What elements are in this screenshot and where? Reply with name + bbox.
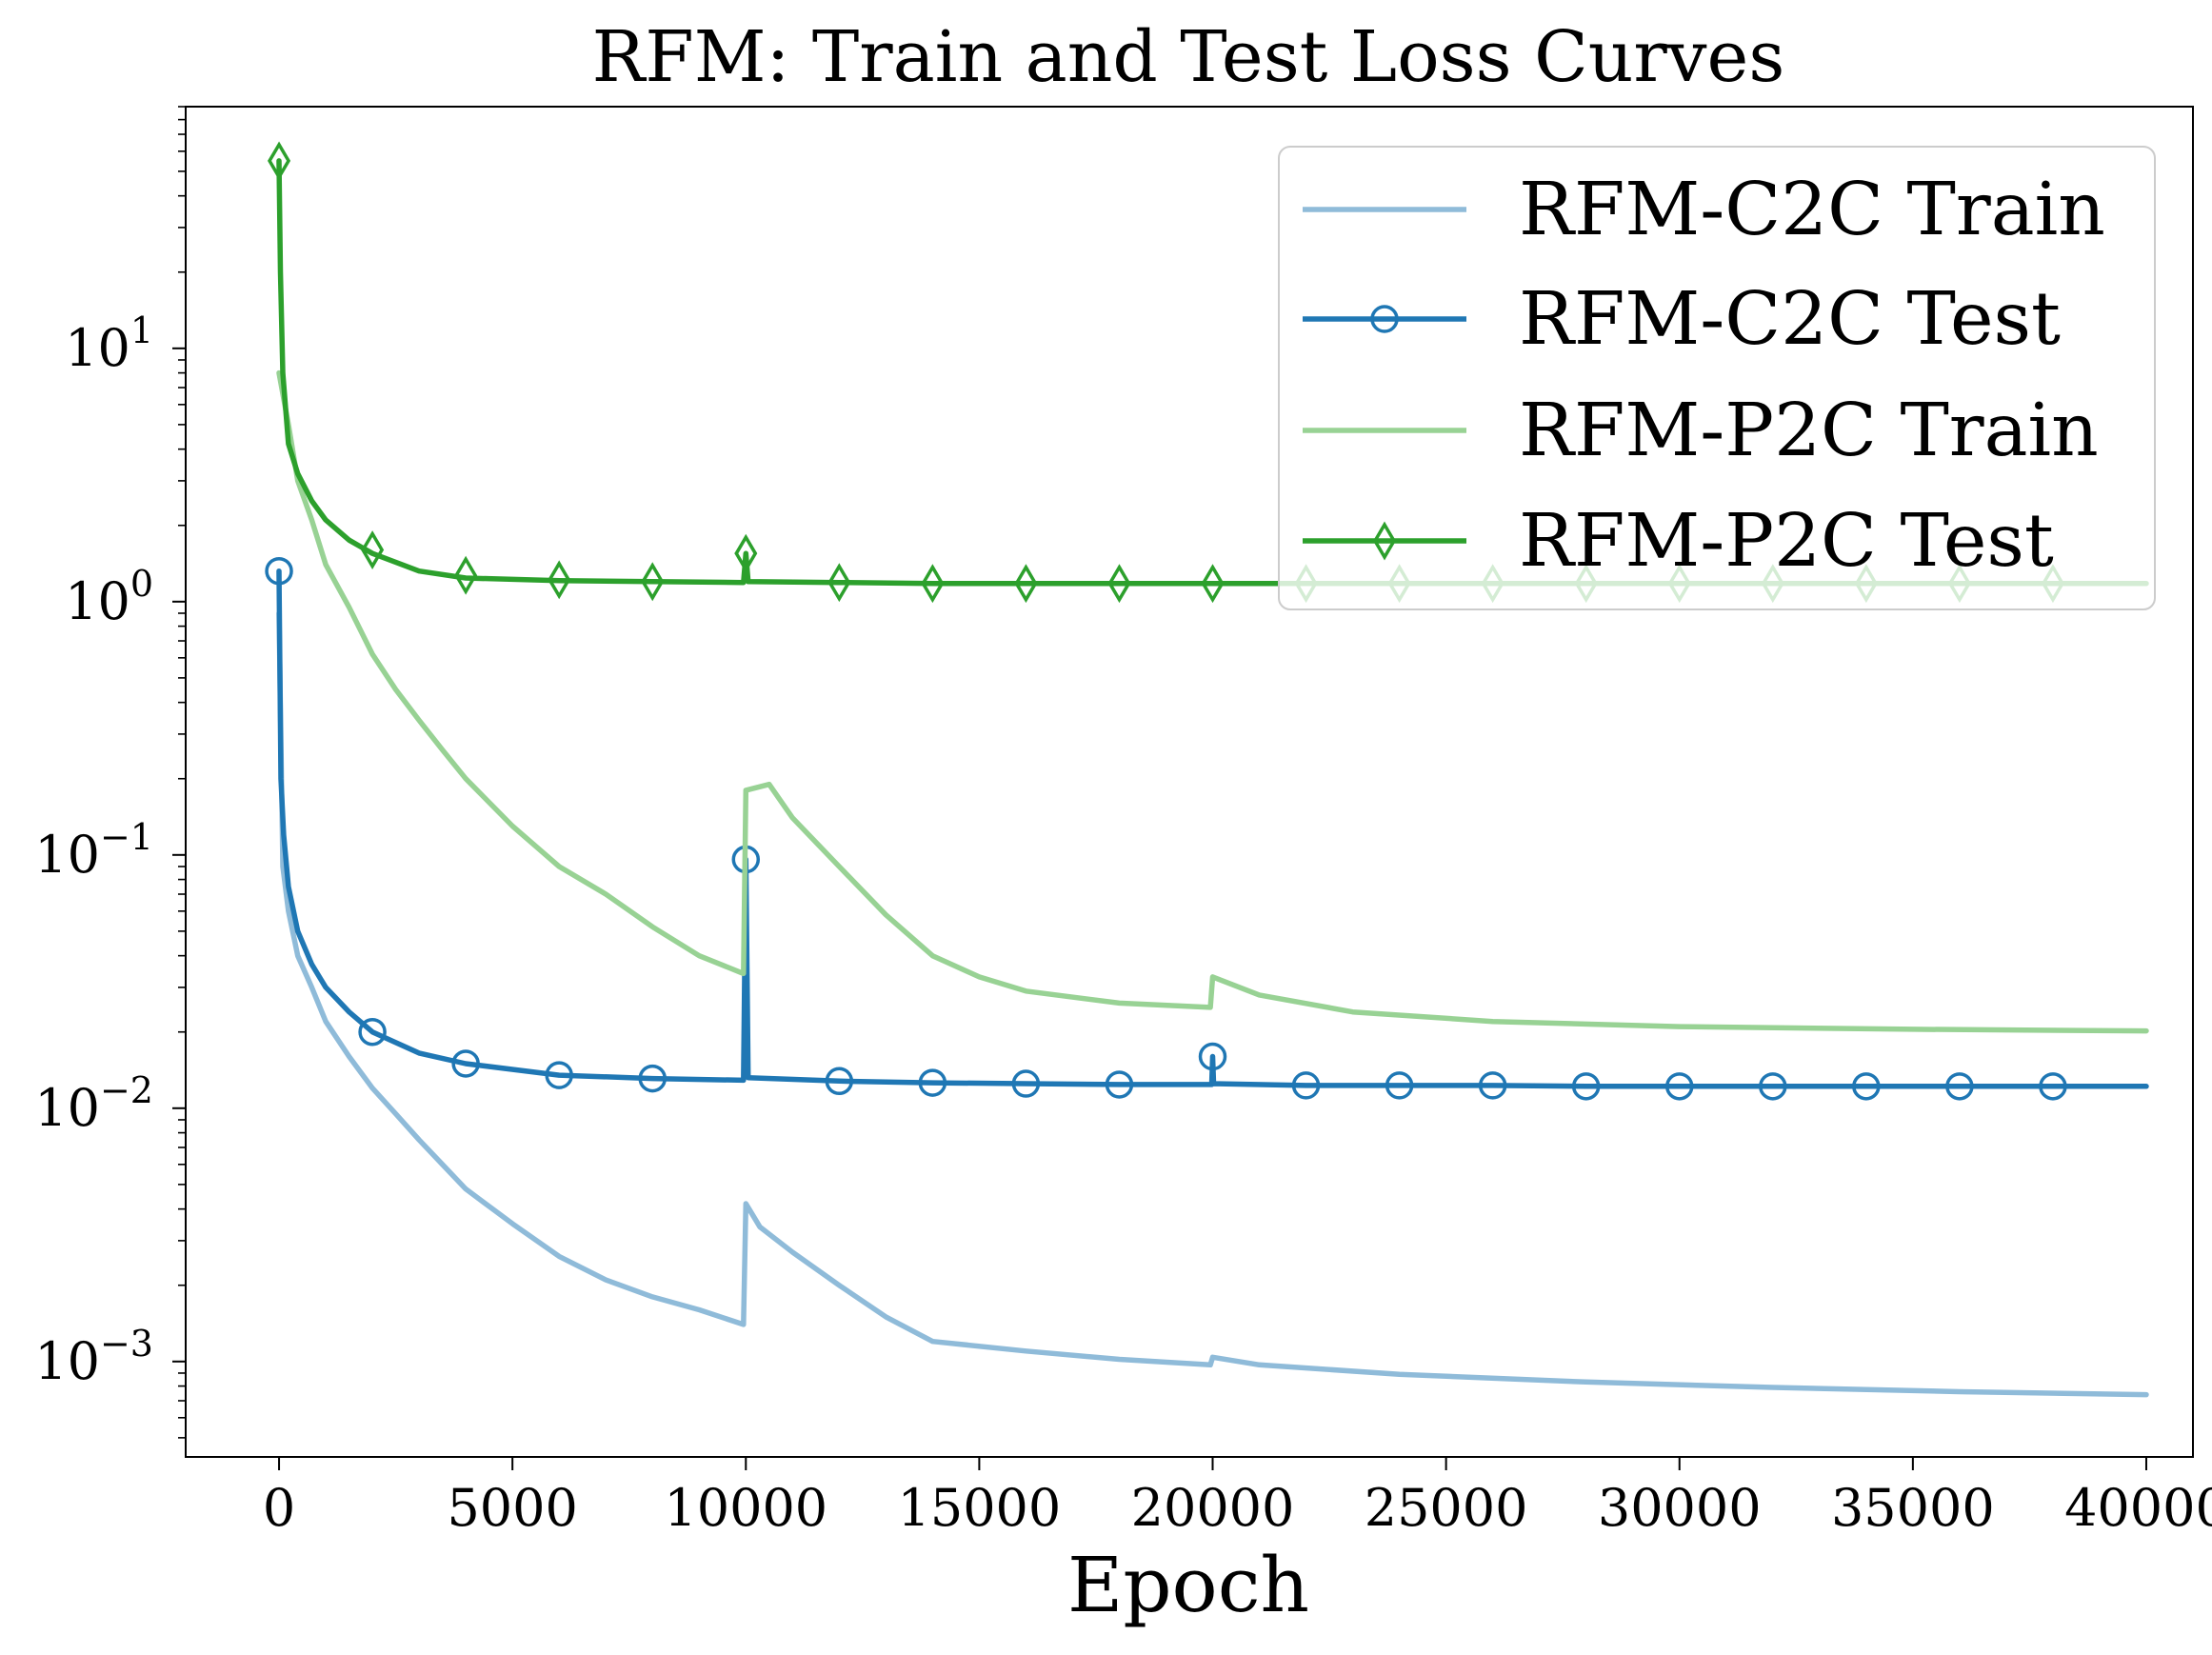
legend-label-rfm-p2c-test: RFM-P2C Test — [1519, 499, 2054, 584]
x-tick-label: 35000 — [1831, 1478, 1995, 1538]
marker-rfm-c2c-test-19 — [2039, 1072, 2067, 1101]
x-tick-label: 15000 — [897, 1478, 1061, 1538]
x-tick-label: 5000 — [447, 1478, 577, 1538]
legend-entry-rfm-c2c-train: RFM-C2C Train — [1303, 168, 2105, 252]
marker-rfm-c2c-test-9 — [1105, 1070, 1134, 1099]
marker-rfm-c2c-test-12 — [1385, 1071, 1414, 1100]
marker-rfm-p2c-test-4 — [641, 562, 665, 602]
legend-marker-rfm-c2c-test — [1370, 305, 1399, 333]
marker-rfm-p2c-test-1 — [361, 530, 385, 569]
legend-frame — [1278, 146, 2156, 610]
marker-rfm-p2c-test-8 — [1014, 564, 1038, 604]
marker-rfm-c2c-test-13 — [1478, 1071, 1507, 1100]
legend-label-rfm-p2c-train: RFM-P2C Train — [1519, 389, 2099, 473]
marker-rfm-c2c-test-4 — [638, 1064, 667, 1093]
marker-rfm-c2c-test-15 — [1664, 1072, 1694, 1101]
y-tick-label: 100 — [65, 563, 153, 631]
x-tick-label: 25000 — [1365, 1478, 1528, 1538]
marker-rfm-p2c-test-0 — [268, 141, 291, 181]
chart-title: RFM: Train and Test Loss Curves — [592, 16, 1785, 98]
x-axis: 0 5000 10000 15000 20000 25000 30000 35000 40000 — [263, 1457, 2212, 1538]
series-line-rfm-c2c-train — [276, 610, 2149, 1398]
y-tick-label: 10−3 — [34, 1323, 153, 1391]
plot-frame — [185, 106, 2194, 1458]
marker-rfm-c2c-test-11 — [1291, 1071, 1321, 1100]
y-tick-label: 10−2 — [34, 1069, 153, 1138]
marker-rfm-c2c-test-10 — [1198, 1042, 1227, 1071]
x-tick-label: 0 — [263, 1478, 295, 1538]
x-tick-label: 20000 — [1131, 1478, 1295, 1538]
marker-rfm-c2c-test-7 — [918, 1068, 947, 1097]
marker-rfm-p2c-test-2 — [454, 555, 478, 595]
legend-entry-rfm-p2c-train: RFM-P2C Train — [1303, 389, 2099, 473]
marker-rfm-c2c-test-2 — [451, 1049, 480, 1078]
x-tick-label: 30000 — [1598, 1478, 1762, 1538]
legend-entry-rfm-c2c-test: RFM-C2C Test — [1303, 277, 2061, 362]
marker-rfm-p2c-test-10 — [1201, 564, 1225, 604]
marker-rfm-c2c-test-14 — [1571, 1072, 1601, 1101]
legend-label-rfm-c2c-test: RFM-C2C Test — [1519, 277, 2061, 362]
marker-rfm-p2c-test-6 — [827, 563, 851, 603]
legend-entry-rfm-p2c-test: RFM-P2C Test — [1303, 499, 2054, 584]
legend: RFM-C2C Train RFM-C2C Test RFM-P2C Train RF… — [1278, 146, 2156, 610]
marker-rfm-c2c-test-1 — [358, 1017, 387, 1047]
x-tick-label: 40000 — [2064, 1478, 2212, 1538]
marker-rfm-c2c-test-6 — [825, 1067, 854, 1096]
series-rfm-c2c-train — [276, 610, 2149, 1398]
x-axis-label: Epoch — [1067, 1541, 1309, 1629]
marker-rfm-p2c-test-9 — [1107, 564, 1131, 604]
series-rfm-p2c-train — [276, 369, 2149, 1034]
y-tick-label: 10−1 — [34, 816, 153, 885]
series-line-rfm-c2c-test — [276, 568, 2149, 1089]
legend-marker-rfm-p2c-test — [1372, 521, 1397, 561]
marker-rfm-p2c-test-7 — [921, 564, 945, 604]
series-line-rfm-p2c-train — [276, 369, 2149, 1034]
marker-rfm-c2c-test-18 — [1945, 1072, 1974, 1101]
x-tick-label: 10000 — [664, 1478, 827, 1538]
y-tick-label: 101 — [65, 309, 153, 378]
marker-rfm-p2c-test-3 — [548, 560, 571, 600]
marker-rfm-c2c-test-3 — [545, 1061, 573, 1089]
marker-rfm-c2c-test-17 — [1852, 1072, 1881, 1101]
y-axis: 101 100 10−1 10−2 10−3 — [34, 106, 186, 1439]
marker-rfm-c2c-test-16 — [1759, 1072, 1787, 1101]
marker-rfm-p2c-test-5 — [734, 533, 758, 573]
marker-rfm-c2c-test-0 — [265, 556, 293, 586]
marker-rfm-c2c-test-8 — [1011, 1069, 1041, 1098]
legend-label-rfm-c2c-train: RFM-C2C Train — [1519, 168, 2105, 252]
